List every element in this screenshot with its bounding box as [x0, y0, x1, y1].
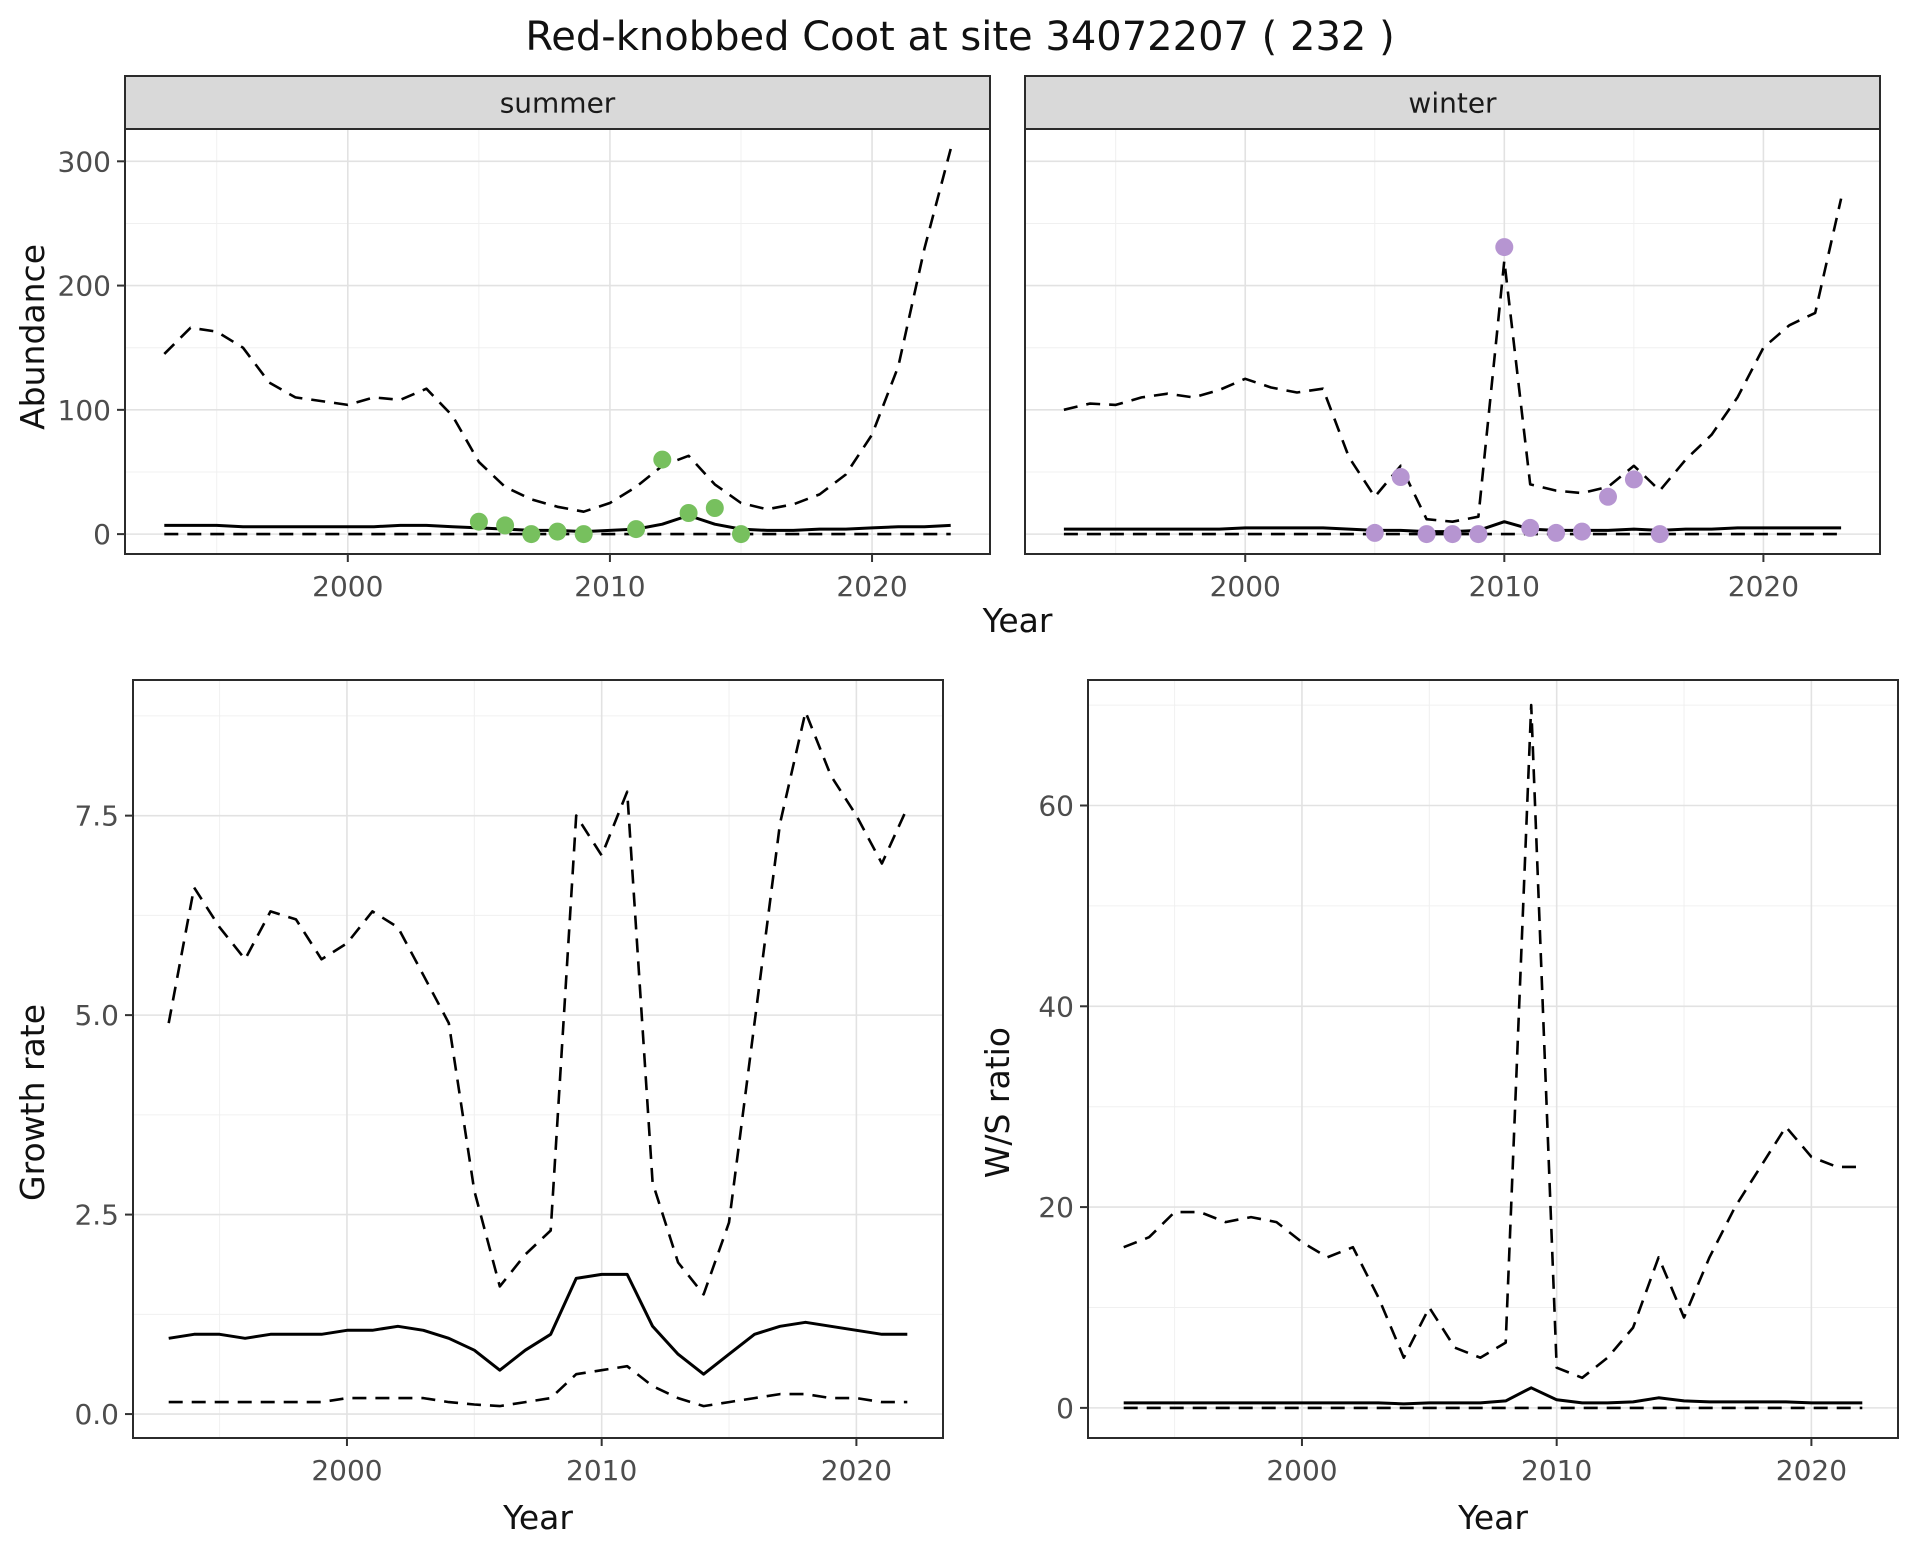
winter-observations-point	[1391, 468, 1410, 486]
winter-observations-point	[1521, 518, 1540, 537]
facet-strip-label-summer: summer	[500, 87, 616, 120]
growth-rate-upper-ci-line	[167, 710, 909, 1296]
growth-rate-median-line	[168, 1272, 908, 1376]
facet-strip-winter	[1024, 75, 1881, 130]
ws-ratio-x-tick-label: 2000	[1266, 1454, 1337, 1487]
summer-observations-point	[653, 450, 672, 469]
growth-rate-y-tick-label: 2.5	[74, 1199, 119, 1232]
abundance-winter-chart: 2000 2010 2020 winter	[1024, 75, 1881, 599]
winter-observations-point	[1650, 525, 1669, 544]
winter-observations-point	[1417, 525, 1436, 544]
growth-axis-title: Growth rate	[13, 1004, 52, 1201]
abundance-winter-x-tick-label: 2010	[1469, 570, 1540, 599]
summer-observations-point	[548, 522, 567, 541]
winter-observations-point	[1365, 523, 1384, 542]
winter-observations-point	[1469, 525, 1488, 544]
abundance-axis-title: Abundance	[13, 243, 52, 430]
abundance-winter-upper-ci-line	[1063, 198, 1843, 523]
growth-rate-x-tick-label: 2020	[821, 1454, 892, 1487]
ws-ratio-figure: W/S ratio 2000 2010 2020 0 20 40 60 Year	[975, 668, 1910, 1537]
growth-rate-y-tick-label: 7.5	[74, 800, 119, 833]
ws-ratio-y-tick-label: 0	[1056, 1392, 1074, 1425]
growth-rate-y-tick-label: 5.0	[74, 999, 119, 1032]
winter-observations-point	[1624, 470, 1643, 489]
ws-ratio-y-tick-label: 20	[1038, 1191, 1074, 1224]
growth-rate-figure: Growth rate 2000 2010 2020 0.0 2.5 5.0 7.5 Yea…	[10, 668, 955, 1537]
winter-observations-point	[1573, 522, 1591, 541]
abundance-winter-panel: 2000 2010 2020 winter	[1000, 74, 1895, 599]
ws-ratio-panel-border	[1087, 679, 1899, 1439]
facet-strip-label-winter: winter	[1408, 87, 1497, 120]
summer-observations-point	[496, 516, 515, 535]
abundance-summer-chart: 2000 2010 2020 0 100 200 300 summer	[58, 75, 991, 599]
abundance-winter-x-tick-label: 2000	[1210, 570, 1281, 599]
summer-observations-point	[469, 512, 488, 531]
abundance-summer-y-tick-label: 100	[58, 394, 111, 427]
summer-observations-point	[627, 520, 646, 539]
abundance-winter-x-tick-label: 2020	[1728, 570, 1799, 599]
ws-ratio-chart: 2000 2010 2020 0 20 40 60	[1038, 679, 1899, 1487]
growth-rate-panel-border	[132, 679, 944, 1439]
summer-observations-point	[574, 525, 593, 544]
plot-title: Red-knobbed Coot at site 34072207 ( 232 …	[525, 14, 1395, 60]
abundance-row: Abundance 2000 2010 2020 0 100 200 300 summer 2…	[10, 74, 1910, 599]
ws-ratio-y-tick-label: 60	[1038, 789, 1074, 822]
growth-rate-lower-ci-line	[168, 1364, 908, 1408]
ws-axis-title: W/S ratio	[978, 1026, 1017, 1179]
abundance-summer-panel: 2000 2010 2020 0 100 200 300 summer	[55, 74, 1000, 599]
ws-ratio-y-tick-label: 40	[1038, 990, 1074, 1023]
ws-ratio-median-line	[1123, 1386, 1863, 1406]
facet-strip-summer	[124, 75, 991, 130]
abundance-x-axis-title: Year	[982, 601, 1053, 640]
ws-fig-col: 2000 2010 2020 0 20 40 60 Year	[1020, 668, 1910, 1537]
growth-rate-chart: 2000 2010 2020 0.0 2.5 5.0 7.5	[74, 679, 944, 1487]
summer-observations-point	[732, 525, 750, 544]
ws-axis-title-wrap: W/S ratio	[975, 1027, 1020, 1178]
ws-ratio-upper-ci-line	[1123, 703, 1863, 1380]
growth-x-axis-title: Year	[503, 1498, 573, 1537]
summer-observations-point	[522, 525, 541, 544]
winter-observations-point	[1495, 238, 1514, 257]
winter-observations-point	[1443, 525, 1462, 544]
bottom-row: Growth rate 2000 2010 2020 0.0 2.5 5.0 7.5 Yea…	[10, 668, 1910, 1537]
abundance-summer-y-tick-label: 0	[93, 518, 111, 551]
ws-ratio-x-tick-label: 2020	[1776, 1454, 1847, 1487]
ws-ratio-x-tick-label: 2010	[1521, 1454, 1592, 1487]
abundance-summer-x-tick-label: 2020	[836, 570, 907, 599]
growth-fig-col: 2000 2010 2020 0.0 2.5 5.0 7.5 Year	[55, 668, 955, 1537]
summer-observations-point	[705, 499, 724, 517]
growth-rate-panel: 2000 2010 2020 0.0 2.5 5.0 7.5	[55, 668, 955, 1498]
winter-observations-point	[1599, 487, 1617, 506]
abundance-summer-upper-ci-line	[163, 148, 952, 513]
winter-observations-point	[1547, 523, 1566, 542]
growth-axis-title-wrap: Growth rate	[10, 1004, 55, 1201]
abundance-summer-x-tick-label: 2000	[312, 570, 383, 599]
ws-ratio-panel: 2000 2010 2020 0 20 40 60	[1020, 668, 1910, 1498]
abundance-summer-x-tick-label: 2010	[574, 570, 645, 599]
abundance-summer-y-tick-label: 200	[58, 270, 111, 303]
growth-rate-y-tick-label: 0.0	[74, 1398, 119, 1431]
growth-rate-x-tick-label: 2000	[311, 1454, 382, 1487]
summer-observations-point	[679, 504, 698, 522]
growth-rate-x-tick-label: 2010	[566, 1454, 637, 1487]
abundance-axis-title-wrap: Abundance	[10, 244, 55, 430]
ws-x-axis-title: Year	[1458, 1498, 1528, 1537]
abundance-summer-y-tick-label: 300	[58, 145, 111, 178]
